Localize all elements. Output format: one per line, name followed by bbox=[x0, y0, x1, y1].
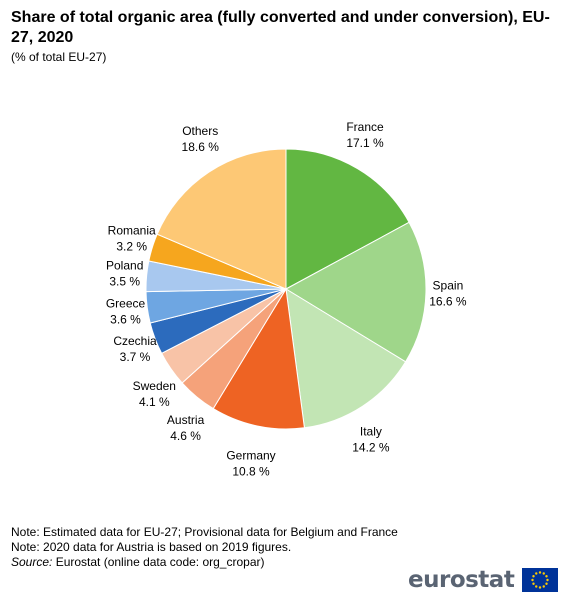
slice-label-italy: Italy bbox=[360, 424, 382, 438]
note-austria: Note: 2020 data for Austria is based on … bbox=[11, 540, 292, 554]
eurostat-wordmark: eurostat bbox=[408, 567, 515, 593]
flag-star bbox=[542, 585, 545, 588]
pie-slice-others[interactable] bbox=[156, 148, 287, 290]
notes: Note: Estimated data for EU-27; Provisio… bbox=[11, 525, 411, 570]
pie-chart: France 17.1 % Spain 16.6 % Italy 14.2 % German… bbox=[106, 120, 467, 479]
slice-label-spain: Spain bbox=[433, 278, 464, 292]
source-label: Source: bbox=[11, 555, 53, 569]
flag-star bbox=[535, 585, 538, 588]
chart-subtitle: (% of total EU-27) bbox=[11, 50, 107, 64]
source-line: Source: Eurostat (online data code: org_… bbox=[11, 555, 411, 570]
slice-value-sweden: 4.1 % bbox=[139, 395, 170, 409]
flag-star bbox=[546, 578, 549, 582]
pie-slice-spain[interactable] bbox=[284, 221, 427, 363]
flag-star bbox=[545, 582, 548, 585]
flag-star bbox=[542, 572, 545, 575]
flag-star bbox=[545, 575, 548, 578]
source-text: Eurostat (online data code: org_cropar) bbox=[52, 555, 265, 569]
pie-slice-italy[interactable] bbox=[285, 288, 407, 429]
slice-value-others: 18.6 % bbox=[182, 140, 220, 154]
slice-label-poland: Poland bbox=[106, 259, 143, 273]
flag-star bbox=[538, 586, 542, 589]
slice-value-romania: 3.2 % bbox=[116, 240, 147, 254]
eu-flag-icon bbox=[522, 568, 558, 592]
slice-value-spain: 16.6 % bbox=[429, 294, 467, 308]
slice-value-poland: 3.5 % bbox=[109, 275, 140, 289]
flag-star bbox=[532, 582, 535, 585]
chart-title: Share of total organic area (fully conve… bbox=[11, 9, 550, 46]
pie-labels: France 17.1 % Spain 16.6 % Italy 14.2 % German… bbox=[106, 120, 467, 479]
slice-label-france: France bbox=[346, 120, 384, 134]
flag-star bbox=[535, 572, 538, 575]
flag-star bbox=[538, 571, 542, 574]
slice-label-czechia: Czechia bbox=[113, 334, 157, 348]
slice-value-france: 17.1 % bbox=[346, 136, 384, 150]
eurostat-logo[interactable]: eurostat bbox=[408, 566, 560, 594]
slice-label-romania: Romania bbox=[108, 224, 156, 238]
slice-label-others: Others bbox=[182, 124, 218, 138]
slice-value-greece: 3.6 % bbox=[110, 312, 141, 326]
note-estimated: Note: Estimated data for EU-27; Provisio… bbox=[11, 525, 398, 539]
slice-value-germany: 10.8 % bbox=[232, 464, 270, 478]
slice-label-greece: Greece bbox=[106, 296, 146, 310]
flag-star bbox=[532, 575, 535, 578]
slice-value-czechia: 3.7 % bbox=[120, 350, 151, 364]
pie-slice-france[interactable] bbox=[285, 148, 410, 290]
slice-label-sweden: Sweden bbox=[133, 379, 176, 393]
slice-label-germany: Germany bbox=[226, 448, 275, 462]
slice-value-austria: 4.6 % bbox=[170, 429, 201, 443]
pie-slice-germany[interactable] bbox=[212, 287, 305, 430]
slice-label-austria: Austria bbox=[167, 413, 205, 427]
pie-slices bbox=[145, 148, 427, 430]
flag-star bbox=[531, 578, 534, 582]
slice-value-italy: 14.2 % bbox=[352, 440, 390, 454]
